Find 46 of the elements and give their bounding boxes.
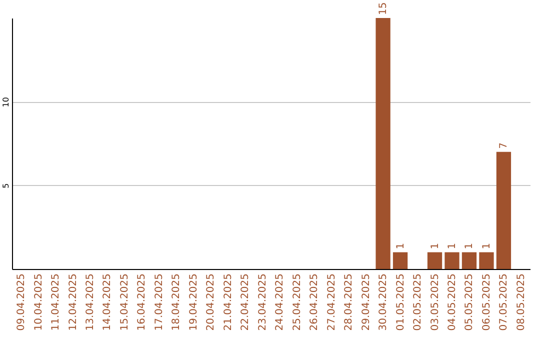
x-tick-label: 24.04.2025 xyxy=(274,274,286,331)
y-tick-label: 10 xyxy=(2,97,10,108)
x-tick-label: 17.04.2025 xyxy=(154,274,165,331)
bar xyxy=(479,252,494,269)
x-tick-label: 19.04.2025 xyxy=(188,274,200,331)
bar xyxy=(427,252,442,269)
x-tick-label: 12.04.2025 xyxy=(68,274,79,331)
x-tick-label: 23.04.2025 xyxy=(257,274,268,331)
x-tick-label: 11.04.2025 xyxy=(50,274,62,331)
data-label: 1 xyxy=(481,242,492,250)
x-tick-label: 15.04.2025 xyxy=(119,274,130,331)
x-tick-label: 20.04.2025 xyxy=(206,274,217,331)
data-label: 1 xyxy=(430,242,441,250)
data-label: 1 xyxy=(395,242,406,250)
x-tick-label: 29.04.2025 xyxy=(360,274,372,331)
data-label: 7 xyxy=(498,142,510,149)
x-tick-label: 03.05.2025 xyxy=(430,274,441,331)
bar xyxy=(444,252,460,269)
bar xyxy=(392,252,408,269)
x-tick-label: 02.05.2025 xyxy=(412,274,424,331)
data-label: 15 xyxy=(378,2,390,15)
x-tick-label: 05.05.2025 xyxy=(464,274,476,331)
x-tick-label: 08.05.2025 xyxy=(516,274,527,331)
x-tick-label: 18.04.2025 xyxy=(171,274,182,331)
y-tick-label: 5 xyxy=(2,183,10,188)
x-tick-label: 21.04.2025 xyxy=(222,274,234,331)
x-tick-label: 27.04.2025 xyxy=(326,274,338,331)
x-tick-label: 07.05.2025 xyxy=(498,274,510,331)
x-tick-label: 28.04.2025 xyxy=(344,274,355,331)
x-tick-label: 22.04.2025 xyxy=(240,274,252,331)
bar xyxy=(376,18,390,269)
x-tick-label: 13.04.2025 xyxy=(85,274,96,331)
x-tick-label: 10.04.2025 xyxy=(33,274,44,331)
data-label: 1 xyxy=(464,242,476,250)
x-tick-label: 30.04.2025 xyxy=(378,274,390,331)
x-tick-label: 01.05.2025 xyxy=(395,274,406,331)
x-tick-label: 04.05.2025 xyxy=(447,274,458,331)
x-tick-label: 26.04.2025 xyxy=(309,274,320,331)
x-tick-label: 25.04.2025 xyxy=(292,274,303,331)
data-label: 1 xyxy=(447,242,458,250)
x-tick-label: 14.04.2025 xyxy=(102,274,114,331)
bar xyxy=(462,252,477,269)
x-tick-label: 06.05.2025 xyxy=(481,274,492,331)
x-tick-label: 09.04.2025 xyxy=(16,274,28,331)
bar xyxy=(496,152,512,269)
x-tick-label: 16.04.2025 xyxy=(136,274,148,331)
